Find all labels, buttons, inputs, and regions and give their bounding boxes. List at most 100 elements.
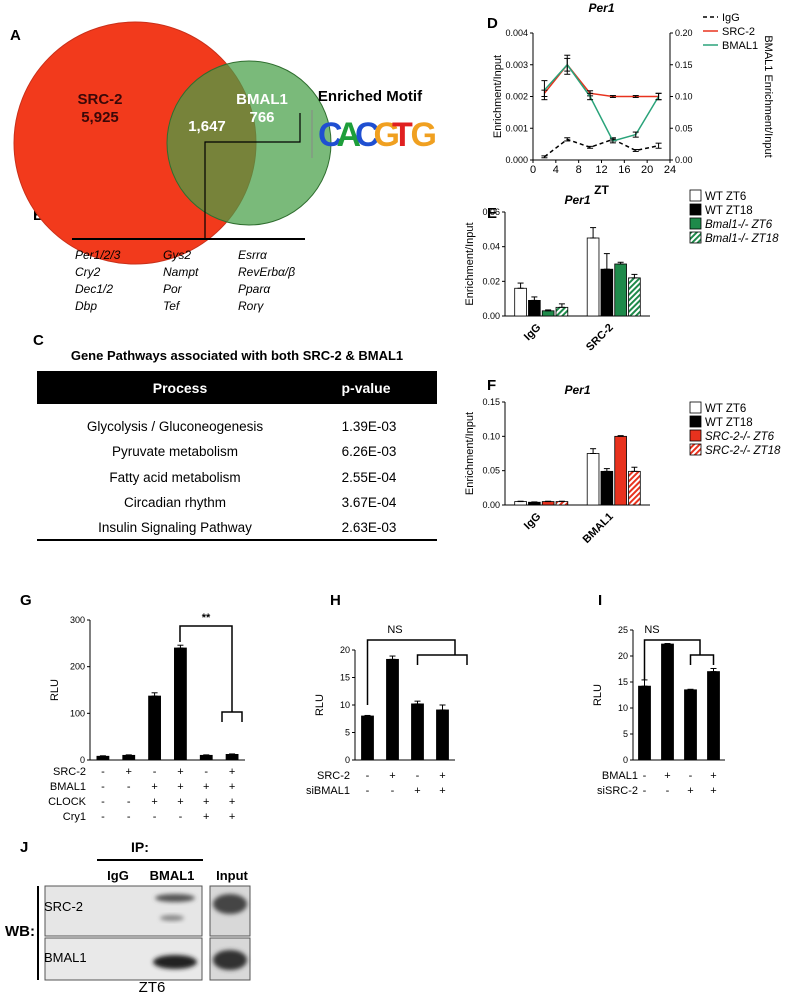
process-cell: Insulin Signaling Pathway <box>98 520 252 535</box>
condition-name: BMAL1 <box>50 781 86 793</box>
x-tick-label: BMAL1 <box>581 511 616 546</box>
band <box>155 894 195 902</box>
condition-sign: + <box>151 796 157 808</box>
pvalue-cell: 6.26E-03 <box>342 444 397 459</box>
lane-label: Input <box>216 868 248 883</box>
condition-sign: + <box>126 766 132 778</box>
gene-cell: Dbp <box>75 299 97 313</box>
y-tick-label: 0.000 <box>505 155 528 165</box>
bar <box>614 435 627 506</box>
condition-sign: - <box>101 796 105 808</box>
condition-sign: + <box>229 811 235 823</box>
condition-sign: - <box>391 785 395 797</box>
y-tick-label: 100 <box>70 708 85 718</box>
x-tick-label: 0 <box>530 164 536 176</box>
y-tick-label: 25 <box>618 625 628 635</box>
bar <box>436 709 449 761</box>
condition-sign: - <box>179 811 183 823</box>
lane-label: IgG <box>107 868 129 883</box>
bar <box>600 470 614 506</box>
y-tick-label: 0 <box>80 755 85 765</box>
y-tick-label: 15 <box>340 673 350 683</box>
series-line <box>543 138 659 158</box>
condition-name: CLOCK <box>48 796 87 808</box>
legend-label: Bmal1-/- ZT6 <box>705 219 773 231</box>
bar <box>411 703 424 761</box>
venn-right <box>166 60 332 226</box>
condition-sign: + <box>389 770 395 782</box>
condition-sign: + <box>229 796 235 808</box>
condition-sign: - <box>127 781 131 793</box>
y-tick-label: 0 <box>345 755 350 765</box>
bar <box>174 647 187 761</box>
venn-count: 1,647 <box>188 118 226 135</box>
y-axis-label: Enrichment/Input <box>464 412 476 495</box>
condition-sign: - <box>127 811 131 823</box>
legend-swatch <box>689 443 702 456</box>
legend-swatch <box>689 429 702 442</box>
condition-sign: - <box>643 785 647 797</box>
series-line <box>543 63 660 142</box>
process-cell: Glycolysis / Gluconeogenesis <box>87 419 264 434</box>
significance-bracket <box>179 625 243 722</box>
bar <box>586 237 600 317</box>
motif-letter: A <box>337 116 362 154</box>
y-tick-label: 20 <box>340 645 350 655</box>
y-tick-label: 0.06 <box>482 207 500 217</box>
gene-cell: Gys2 <box>163 248 191 262</box>
legend-swatch <box>689 217 702 230</box>
condition-sign: + <box>710 770 716 782</box>
legend-swatch <box>689 231 702 244</box>
header-cell: p-value <box>341 380 390 396</box>
gene-cell: Cry2 <box>75 265 101 279</box>
condition-sign: - <box>101 766 105 778</box>
condition-sign: + <box>177 796 183 808</box>
condition-sign: - <box>643 770 647 782</box>
bar <box>600 268 614 317</box>
panel-letter: F <box>487 377 496 394</box>
condition-sign: + <box>229 766 235 778</box>
panel-letter: A <box>10 27 21 44</box>
motif-letter: C <box>318 116 343 154</box>
gene-cell: Nampt <box>163 265 199 279</box>
y-tick-label: 0.05 <box>482 466 500 476</box>
condition-sign: + <box>177 781 183 793</box>
legend-swatch <box>689 203 702 216</box>
legend-label: SRC-2-/- ZT18 <box>705 445 781 457</box>
condition-sign: - <box>666 785 670 797</box>
legend-label: BMAL1 <box>722 40 758 52</box>
condition-sign: + <box>151 781 157 793</box>
bar <box>684 689 697 761</box>
y-tick-label: 0.001 <box>505 123 528 133</box>
condition-sign: + <box>414 785 420 797</box>
bar <box>628 470 641 506</box>
bar <box>555 501 569 506</box>
x-tick-label: 24 <box>664 164 676 176</box>
condition-sign: - <box>366 785 370 797</box>
x-tick-label: SRC-2 <box>584 322 616 354</box>
process-cell: Pyruvate metabolism <box>112 444 238 459</box>
condition-sign: + <box>664 770 670 782</box>
significance-bracket <box>643 639 715 680</box>
pvalue-cell: 2.55E-04 <box>342 470 397 485</box>
y-tick-label: 0.02 <box>482 276 500 286</box>
legend-swatch <box>689 189 702 202</box>
gene-cell: Por <box>163 282 183 296</box>
blot-footer: ZT6 <box>139 979 166 996</box>
x-tick-label: 8 <box>576 164 582 176</box>
bar <box>541 310 555 317</box>
panel-letter: C <box>33 332 44 349</box>
bar <box>586 453 600 506</box>
bar <box>386 658 399 761</box>
annotation: NS <box>644 624 659 636</box>
band <box>160 915 184 921</box>
bar <box>122 754 136 761</box>
chart-title: Per1 <box>588 1 614 15</box>
condition-name: siSRC-2 <box>597 785 638 797</box>
wb-label: WB: <box>5 923 35 940</box>
pvalue-cell: 2.63E-03 <box>342 520 397 535</box>
condition-sign: - <box>204 766 208 778</box>
condition-sign: - <box>101 811 105 823</box>
gene-cell: Dec1/2 <box>75 282 113 296</box>
